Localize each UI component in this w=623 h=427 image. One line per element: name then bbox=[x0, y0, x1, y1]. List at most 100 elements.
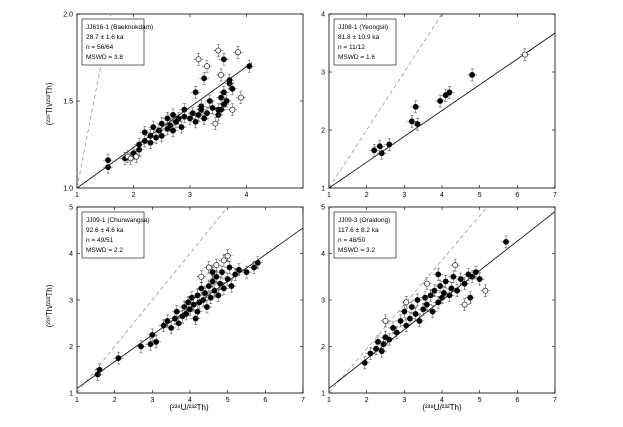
x-tick-label: 3 bbox=[402, 192, 406, 199]
excluded-data-point bbox=[235, 91, 246, 104]
data-point bbox=[404, 312, 415, 325]
excluded-data-point bbox=[227, 103, 238, 116]
data-point bbox=[176, 120, 187, 134]
data-point bbox=[162, 314, 173, 328]
sample-info-line: 28.7 ± 1.6 ka bbox=[86, 34, 124, 41]
data-point bbox=[241, 265, 252, 279]
data-point bbox=[215, 277, 226, 290]
data-point bbox=[429, 284, 440, 297]
x-tick-label: 6 bbox=[263, 397, 267, 404]
data-point bbox=[378, 337, 389, 351]
x-tick-label: 2 bbox=[365, 192, 369, 199]
data-point bbox=[200, 286, 211, 300]
data-point bbox=[474, 272, 485, 286]
y-tick-label: 3 bbox=[321, 70, 325, 77]
y-tick-label: 1.0 bbox=[63, 186, 73, 193]
data-point bbox=[414, 314, 425, 328]
data-point bbox=[406, 115, 417, 128]
data-point bbox=[201, 300, 212, 314]
data-point bbox=[134, 138, 145, 151]
sample-info-line: MSWD = 1.6 bbox=[338, 54, 375, 61]
data-point bbox=[209, 284, 220, 297]
x-tick-label: 4 bbox=[440, 397, 444, 404]
sample-info-line: n = 11/12 bbox=[338, 44, 365, 51]
equiline bbox=[77, 207, 228, 393]
data-point bbox=[455, 272, 466, 286]
data-point bbox=[384, 138, 395, 151]
data-point bbox=[222, 272, 233, 286]
isochron-line bbox=[77, 62, 253, 188]
excluded-data-point bbox=[203, 261, 214, 274]
excluded-data-point bbox=[196, 270, 207, 283]
sample-info-box bbox=[333, 18, 397, 66]
y-tick-label: 2 bbox=[321, 344, 325, 351]
data-point bbox=[391, 326, 402, 339]
y-axis-title-bottom: (²³⁰Th/²³²Th) bbox=[45, 284, 54, 327]
y-tick-label: 3 bbox=[69, 298, 73, 305]
y-tick-label: 2 bbox=[69, 344, 73, 351]
data-point bbox=[425, 289, 436, 302]
sample-info-line: JJ09-3 (Oraidong) bbox=[338, 217, 390, 224]
data-point bbox=[158, 319, 169, 332]
data-point bbox=[244, 59, 255, 73]
sample-info-line: 117.6 ± 8.2 ka bbox=[338, 227, 379, 234]
data-point bbox=[179, 110, 190, 123]
y-tick-label: 1 bbox=[321, 186, 325, 193]
data-point bbox=[467, 68, 478, 82]
x-tick-label: 2 bbox=[113, 397, 117, 404]
sample-info-box bbox=[333, 211, 397, 259]
sample-info-line: JJ616-1 (Baeknokdam) bbox=[86, 24, 153, 31]
x-tick-label: 3 bbox=[150, 397, 154, 404]
x-tick-label: 3 bbox=[402, 397, 406, 404]
data-point bbox=[185, 303, 195, 316]
sample-info-line: n = 56/64 bbox=[86, 44, 114, 51]
data-point bbox=[198, 293, 209, 307]
data-point bbox=[372, 335, 383, 349]
data-point bbox=[230, 268, 241, 281]
sample-info-line: MSWD = 2.2 bbox=[86, 247, 123, 254]
excluded-data-point bbox=[213, 44, 224, 57]
excluded-data-point bbox=[218, 254, 229, 267]
data-point bbox=[410, 307, 421, 321]
y-tick-label: 2.0 bbox=[63, 12, 73, 19]
x-tick-label: 7 bbox=[301, 397, 305, 404]
data-point bbox=[399, 305, 410, 318]
data-point bbox=[145, 337, 156, 351]
data-point bbox=[384, 333, 395, 346]
data-point bbox=[173, 317, 184, 330]
data-point bbox=[421, 298, 432, 311]
data-point bbox=[433, 296, 444, 309]
excluded-data-point bbox=[201, 59, 212, 73]
data-point bbox=[401, 319, 412, 332]
y-tick-label: 5 bbox=[69, 205, 73, 212]
panel-chunwangsa: 1 2 3 4 5 6 7 1 2 3 4 5 JJ09-1 (Chunwangsa) 92.6 ± 4.… bbox=[69, 205, 305, 405]
data-point bbox=[440, 275, 451, 288]
y-tick-label: 4 bbox=[321, 12, 325, 19]
x-axis-title-right: (²³⁸U/²³²Th) bbox=[422, 403, 462, 412]
data-point bbox=[224, 73, 235, 87]
panel-oraidong: 1 2 3 4 5 6 7 1 2 3 4 5 JJ09-3 (Oraidong) 117.6 ± 8.2… bbox=[321, 205, 557, 405]
sample-info-line: n = 48/50 bbox=[338, 237, 366, 244]
excluded-data-point bbox=[401, 296, 412, 309]
data-point bbox=[216, 91, 227, 104]
excluded-data-point bbox=[131, 150, 142, 163]
data-point bbox=[446, 282, 457, 295]
data-point bbox=[196, 282, 207, 295]
data-point bbox=[171, 305, 182, 318]
excluded-data-point bbox=[210, 117, 221, 130]
data-point bbox=[388, 321, 399, 335]
data-point bbox=[376, 146, 387, 160]
equiline bbox=[329, 207, 488, 393]
data-point bbox=[211, 270, 222, 283]
excluded-data-point bbox=[459, 298, 470, 311]
y-tick-label: 5 bbox=[321, 205, 325, 212]
data-point bbox=[166, 321, 177, 335]
data-point bbox=[201, 106, 212, 120]
excluded-data-point bbox=[233, 46, 244, 59]
sample-info-line: JJ09-1 (Chunwangsa) bbox=[86, 217, 150, 224]
data-point bbox=[359, 356, 370, 370]
y-tick-label: 3 bbox=[321, 298, 325, 305]
data-point bbox=[427, 305, 438, 318]
data-point bbox=[395, 314, 406, 328]
